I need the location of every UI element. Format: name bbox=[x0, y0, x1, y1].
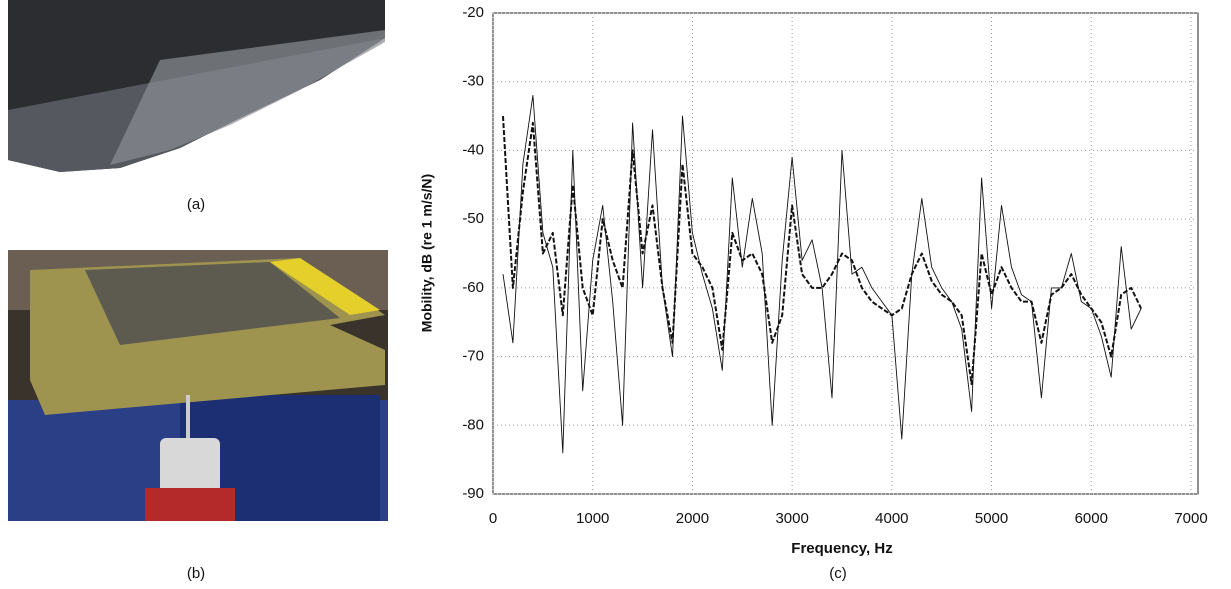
x-tick-label: 1000 bbox=[576, 510, 609, 527]
y-tick-label: -40 bbox=[462, 141, 484, 158]
y-axis-label: Mobility, dB (re 1 m/s/N) bbox=[419, 174, 435, 332]
y-tick-label: -80 bbox=[462, 416, 484, 433]
x-tick-label: 4000 bbox=[875, 510, 908, 527]
x-tick-label: 2000 bbox=[676, 510, 709, 527]
data-line bbox=[502, 116, 1143, 386]
data-line bbox=[502, 95, 1142, 454]
x-tick-label: 6000 bbox=[1075, 510, 1108, 527]
x-tick-label: 5000 bbox=[975, 510, 1008, 527]
photo-b bbox=[8, 250, 388, 521]
panel-label: (c) bbox=[829, 565, 847, 582]
x-tick-label: 3000 bbox=[775, 510, 808, 527]
y-tick-label: -30 bbox=[462, 73, 484, 90]
x-axis-label: Frequency, Hz bbox=[791, 540, 892, 557]
y-tick-label: -20 bbox=[462, 4, 484, 21]
photo-a bbox=[8, 0, 385, 180]
panel-label: (a) bbox=[187, 196, 205, 213]
x-tick-label: 7000 bbox=[1174, 510, 1207, 527]
panel-label: (b) bbox=[187, 565, 205, 582]
y-tick-label: -70 bbox=[462, 348, 484, 365]
y-tick-label: -50 bbox=[462, 210, 484, 227]
x-tick-label: 0 bbox=[489, 510, 497, 527]
y-tick-label: -60 bbox=[462, 279, 484, 296]
y-tick-label: -90 bbox=[462, 485, 484, 502]
